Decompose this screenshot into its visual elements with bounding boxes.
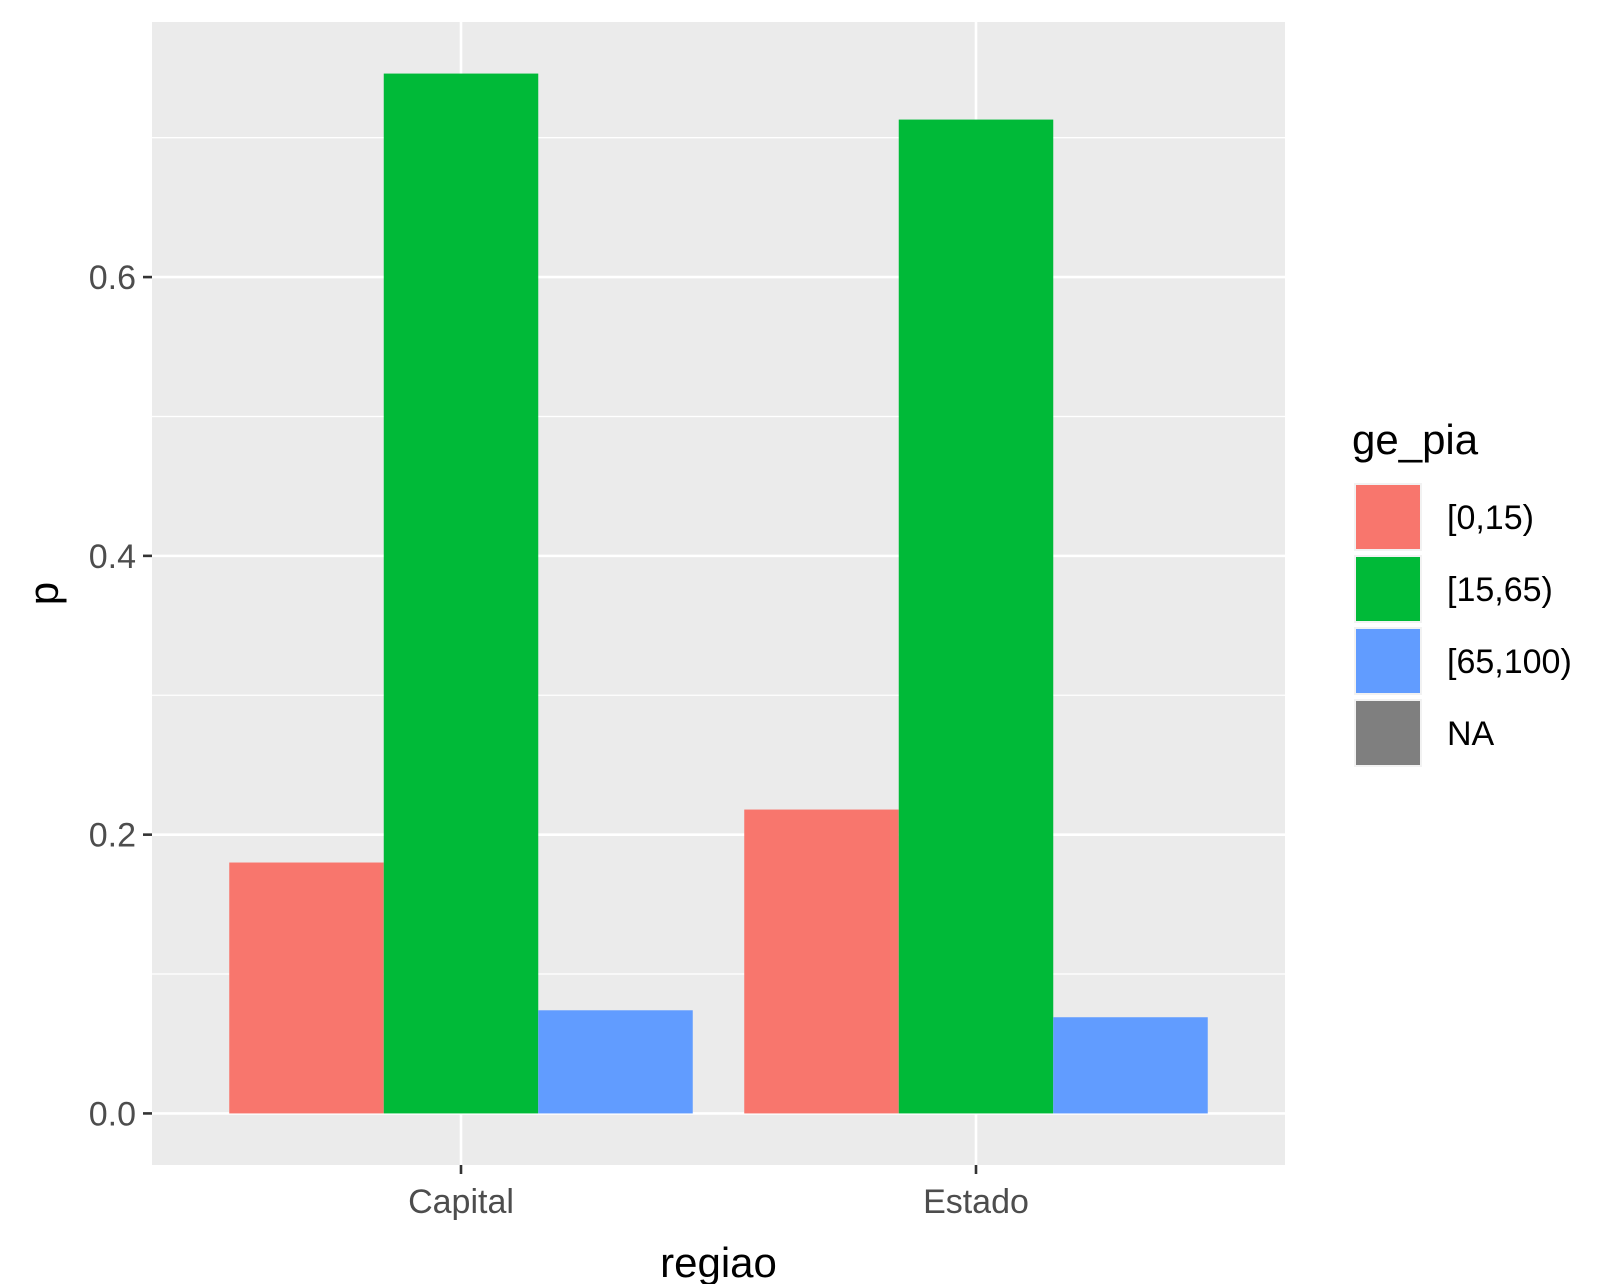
legend-key <box>1356 629 1420 693</box>
bar <box>1053 1017 1208 1114</box>
x-axis-title: regiao <box>660 1239 777 1284</box>
legend-label: [65,100) <box>1447 643 1572 681</box>
y-tick-label: 0.4 <box>89 538 136 576</box>
bar <box>538 1010 693 1114</box>
legend-label: [0,15) <box>1447 499 1534 537</box>
y-tick-label: 0.2 <box>89 817 136 855</box>
x-tick-label: Capital <box>408 1183 514 1221</box>
legend-key <box>1356 557 1420 621</box>
y-tick-label: 0.6 <box>89 259 136 297</box>
bar <box>744 809 899 1114</box>
y-axis-title: p <box>20 582 67 605</box>
legend-title: ge_pia <box>1352 416 1479 463</box>
y-axis: 0.0 0.2 0.4 0.6 <box>89 259 152 1133</box>
legend-key <box>1356 701 1420 765</box>
x-tick-label: Estado <box>923 1183 1029 1221</box>
legend-label: NA <box>1447 715 1495 753</box>
bars <box>229 73 1208 1114</box>
legend: ge_pia [0,15) [15,65) [65,100) NA <box>1352 416 1572 767</box>
bar <box>898 119 1054 1114</box>
x-axis: Capital Estado <box>408 1165 1029 1221</box>
bar <box>383 73 539 1114</box>
legend-label: [15,65) <box>1447 571 1553 609</box>
legend-key <box>1356 485 1420 549</box>
bar <box>229 862 384 1114</box>
y-tick-label: 0.0 <box>89 1095 136 1133</box>
